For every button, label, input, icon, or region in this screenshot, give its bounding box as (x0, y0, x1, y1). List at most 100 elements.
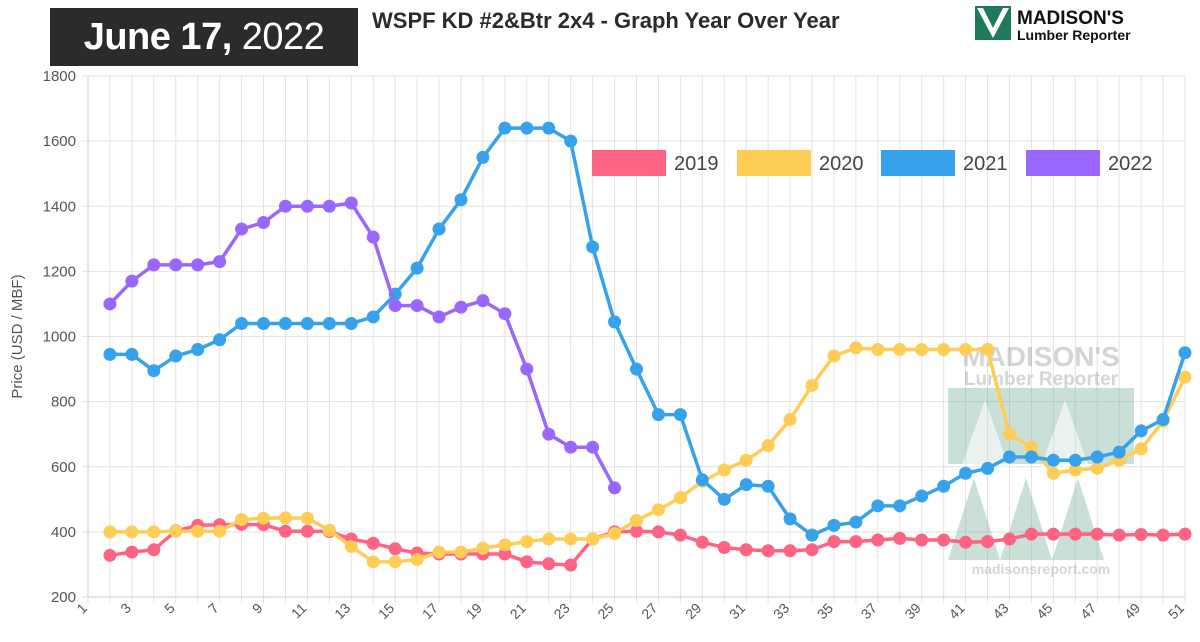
data-point-2020 (344, 540, 358, 554)
data-point-2020 (783, 413, 797, 427)
data-point-2019 (1046, 527, 1060, 541)
data-point-2019 (651, 525, 665, 539)
chart-title: WSPF KD #2&Btr 2x4 - Graph Year Over Yea… (372, 8, 840, 33)
x-tick-label: 35 (814, 600, 836, 622)
data-point-2019 (103, 548, 117, 562)
data-point-2021 (761, 479, 775, 493)
data-point-2020 (278, 511, 292, 525)
data-point-2019 (739, 543, 753, 557)
data-point-2021 (257, 316, 271, 330)
data-point-2022 (191, 258, 205, 272)
data-point-2021 (915, 489, 929, 503)
data-point-2019 (1156, 528, 1170, 542)
data-point-2020 (893, 343, 907, 357)
legend-label-2021: 2021 (963, 153, 1008, 175)
data-point-2020 (586, 532, 600, 546)
data-point-2020 (300, 511, 314, 525)
data-point-2019 (761, 544, 775, 558)
data-point-2022 (542, 427, 556, 441)
data-point-2020 (169, 524, 183, 538)
data-point-2020 (366, 555, 380, 569)
data-point-2020 (322, 523, 336, 537)
legend-swatch-2021 (881, 150, 955, 176)
y-tick-label: 200 (51, 589, 76, 606)
data-point-2019 (520, 555, 534, 569)
data-point-2019 (1002, 532, 1016, 546)
data-point-2020 (739, 453, 753, 467)
date-badge: June 17, 2022 (50, 8, 358, 66)
data-point-2019 (1090, 527, 1104, 541)
data-point-2021 (432, 222, 446, 236)
x-tick-label: 23 (550, 600, 572, 622)
data-point-2020 (630, 513, 643, 527)
legend-label-2020: 2020 (819, 153, 864, 175)
data-point-2022 (125, 274, 139, 288)
data-point-2021 (1112, 445, 1126, 459)
data-point-2020 (191, 524, 205, 538)
legend-label-2022: 2022 (1108, 153, 1153, 175)
data-point-2021 (1178, 346, 1192, 360)
data-point-2021 (454, 193, 468, 207)
data-point-2020 (959, 343, 973, 357)
data-point-2021 (827, 518, 841, 532)
x-tick-label: 41 (945, 600, 967, 622)
x-tick-label: 33 (770, 600, 792, 622)
data-point-2020 (937, 343, 951, 357)
x-tick-label: 49 (1121, 600, 1143, 622)
y-axis-label: Price (USD / MBF) (9, 274, 26, 398)
data-point-2020 (520, 535, 534, 549)
data-point-2021 (981, 461, 995, 475)
x-tick-label: 11 (288, 600, 310, 622)
data-point-2019 (564, 558, 578, 572)
date-month-day: June 17, (83, 15, 233, 58)
logo-line1: MADISON'S (1017, 8, 1124, 29)
data-point-2021 (125, 347, 139, 361)
data-point-2022 (388, 299, 402, 313)
data-point-2021 (849, 515, 863, 529)
data-point-2020 (827, 349, 841, 363)
data-point-2019 (1178, 527, 1192, 541)
data-point-2019 (300, 524, 314, 538)
data-point-2021 (564, 134, 578, 148)
series-line-2021 (108, 126, 1187, 537)
data-point-2021 (673, 408, 687, 422)
data-point-2020 (1090, 461, 1104, 475)
data-point-2022 (213, 255, 227, 269)
x-tick-label: 37 (858, 600, 880, 622)
data-point-2021 (476, 150, 490, 164)
x-tick-label: 47 (1077, 600, 1099, 622)
data-point-2021 (739, 478, 753, 492)
data-point-2020 (1002, 427, 1016, 441)
data-point-2021 (1068, 453, 1082, 467)
y-tick-label: 1800 (43, 68, 76, 85)
watermark-line2: Lumber Reporter (964, 369, 1119, 390)
data-point-2020 (103, 525, 117, 539)
data-point-2022 (410, 299, 424, 313)
data-point-2021 (366, 310, 380, 324)
data-point-2020 (147, 525, 161, 539)
data-point-2022 (476, 294, 490, 308)
x-tick-label: 15 (375, 600, 397, 622)
x-tick-label: 17 (419, 600, 441, 622)
data-point-2020 (673, 491, 687, 505)
data-point-2020 (871, 343, 885, 357)
x-tick-label: 39 (902, 600, 924, 622)
watermark-tree-icon (948, 478, 1000, 560)
data-point-2022 (520, 362, 534, 376)
y-tick-label: 400 (51, 524, 76, 541)
data-point-2020 (257, 511, 271, 525)
data-point-2020 (1046, 466, 1060, 480)
watermark-box-top (948, 388, 1134, 464)
data-point-2019 (849, 535, 863, 549)
data-point-2019 (1024, 527, 1038, 541)
data-point-2019 (959, 535, 973, 549)
watermark-tree-icon (1040, 400, 1090, 470)
y-tick-label: 1000 (43, 329, 76, 346)
data-point-2022 (608, 481, 622, 495)
data-point-2019 (388, 542, 402, 556)
data-point-2020 (981, 343, 995, 357)
data-point-2020 (1134, 442, 1148, 456)
data-point-2021 (103, 347, 117, 361)
legend-label-2019: 2019 (674, 153, 719, 175)
data-point-2020 (564, 532, 578, 546)
